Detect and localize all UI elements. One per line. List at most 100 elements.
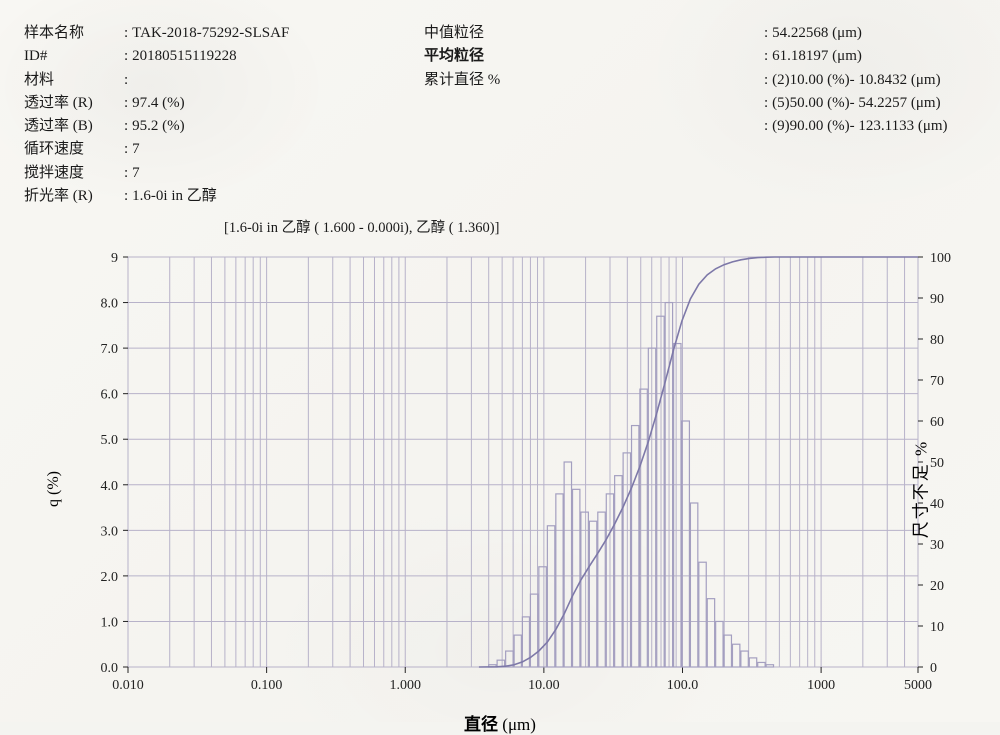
meta-label: 透过率 (B) <box>24 115 124 138</box>
meta-value: 97.4 (%) <box>132 95 185 111</box>
histogram-bar <box>657 316 664 667</box>
meta-value: (9)90.00 (%)- 123.1133 (μm) <box>772 118 947 134</box>
histogram-bar <box>766 665 773 667</box>
y-left-tick-label: 5.0 <box>101 433 119 448</box>
histogram-bar <box>732 644 739 667</box>
meta-colon: : <box>124 141 132 157</box>
meta-row: 样本名称:TAK-2018-75292-SLSAF <box>24 22 424 45</box>
meta-colon: : <box>124 165 132 181</box>
y-right-tick-label: 10 <box>930 620 944 635</box>
meta-label: 中值粒径 <box>424 22 514 45</box>
meta-value: 7 <box>132 165 140 181</box>
x-tick-label: 0.100 <box>251 678 282 693</box>
meta-row: :(5)50.00 (%)- 54.2257 (μm) <box>764 92 1000 115</box>
y-right-tick-label: 100 <box>930 251 951 266</box>
meta-row: :(2)10.00 (%)- 10.8432 (μm) <box>764 69 1000 92</box>
y-left-tick-label: 9 <box>111 251 118 266</box>
y-left-tick-label: 8.0 <box>101 297 119 312</box>
histogram-bar <box>581 512 588 667</box>
histogram-bar <box>741 651 748 667</box>
x-axis-label-unit: (μm) <box>498 715 536 734</box>
meta-value: (2)10.00 (%)- 10.8432 (μm) <box>772 72 940 88</box>
meta-row: 累计直径 % <box>424 69 764 92</box>
meta-row: :61.18197 (μm) <box>764 45 1000 68</box>
meta-value: 54.22568 (μm) <box>772 25 862 41</box>
y-right-tick-label: 0 <box>930 661 937 676</box>
report-page: { "meta": { "left": [ { "label": "样本名称",… <box>0 0 1000 722</box>
y-right-tick-label: 60 <box>930 415 944 430</box>
meta-label: 折光率 (R) <box>24 185 124 208</box>
y-left-tick-label: 7.0 <box>101 342 119 357</box>
meta-row: 搅拌速度:7 <box>24 162 424 185</box>
y-left-axis-title: q (%) <box>45 471 63 507</box>
meta-colon: : <box>764 25 772 41</box>
y-left-tick-label: 6.0 <box>101 388 119 403</box>
y-right-tick-label: 80 <box>930 333 944 348</box>
meta-label: 循环速度 <box>24 138 124 161</box>
histogram-bar <box>682 421 689 667</box>
histogram-bar <box>547 526 554 667</box>
histogram-bar <box>573 489 580 667</box>
meta-colon: : <box>124 95 132 111</box>
meta-row: :(9)90.00 (%)- 123.1133 (μm) <box>764 115 1000 138</box>
meta-colon: : <box>124 72 132 88</box>
meta-label: 透过率 (R) <box>24 92 124 115</box>
refractive-index-note: [1.6-0i in 乙醇 ( 1.600 - 0.000i), 乙醇 ( 1.… <box>24 216 976 237</box>
meta-colon: : <box>764 48 772 64</box>
meta-row: 中值粒径 <box>424 22 764 45</box>
y-right-tick-label: 20 <box>930 579 944 594</box>
y-right-tick-label: 30 <box>930 538 944 553</box>
histogram-bar <box>632 426 639 667</box>
meta-colon: : <box>124 48 132 64</box>
y-right-axis-title: 尺寸不足 % <box>906 440 931 538</box>
y-right-tick-label: 70 <box>930 374 944 389</box>
meta-colon: : <box>124 25 132 41</box>
y-left-tick-label: 4.0 <box>101 479 119 494</box>
histogram-bar <box>716 621 723 667</box>
meta-label: 材料 <box>24 69 124 92</box>
x-axis-title: 直径 (μm) <box>54 710 946 735</box>
meta-label: 搅拌速度 <box>24 162 124 185</box>
histogram-bar <box>615 476 622 667</box>
y-left-tick-label: 1.0 <box>101 615 119 630</box>
meta-row: 材料: <box>24 69 424 92</box>
metadata-panel: 样本名称:TAK-2018-75292-SLSAFID#:20180515119… <box>24 20 976 218</box>
histogram-bar <box>707 599 714 667</box>
meta-colon: : <box>764 72 772 88</box>
histogram-bar <box>539 567 547 667</box>
histogram-bar <box>758 662 765 667</box>
x-tick-label: 1.000 <box>389 678 421 693</box>
x-tick-label: 5000 <box>904 678 932 693</box>
meta-colon: : <box>124 118 132 134</box>
y-right-tick-label: 50 <box>930 456 944 471</box>
histogram-bar <box>699 562 706 667</box>
histogram-bar <box>690 503 697 667</box>
histogram-bar <box>674 344 681 667</box>
meta-row: :54.22568 (μm) <box>764 22 1000 45</box>
histogram-bar <box>598 512 605 667</box>
y-left-tick-label: 0.0 <box>101 661 119 676</box>
meta-value: 61.18197 (μm) <box>772 48 862 64</box>
meta-label: 样本名称 <box>24 22 124 45</box>
meta-value: (5)50.00 (%)- 54.2257 (μm) <box>772 95 940 111</box>
histogram-bar <box>589 521 596 667</box>
x-tick-label: 0.010 <box>112 678 144 693</box>
meta-right-col: :54.22568 (μm):61.18197 (μm):(2)10.00 (%… <box>764 22 1000 208</box>
histogram-bar <box>724 635 731 667</box>
meta-left-col: 样本名称:TAK-2018-75292-SLSAFID#:20180515119… <box>24 22 424 208</box>
meta-row: 平均粒径 <box>424 45 764 68</box>
meta-mid-col: 中值粒径平均粒径累计直径 % <box>424 22 764 208</box>
histogram-bar <box>564 462 571 667</box>
meta-row: 折光率 (R):1.6-0i in 乙醇 <box>24 185 424 208</box>
y-right-tick-label: 40 <box>930 497 944 512</box>
meta-row: ID#:20180515119228 <box>24 45 424 68</box>
meta-row: 透过率 (R):97.4 (%) <box>24 92 424 115</box>
meta-colon: : <box>764 95 772 111</box>
x-tick-label: 1000 <box>807 678 835 693</box>
y-left-tick-label: 3.0 <box>101 524 119 539</box>
chart-svg: 0.0100.1001.00010.00100.0100050000.01.02… <box>54 249 994 719</box>
histogram-bar <box>749 658 756 667</box>
meta-row: 循环速度:7 <box>24 138 424 161</box>
y-left-tick-label: 2.0 <box>101 570 119 585</box>
particle-size-chart: 0.0100.1001.00010.00100.0100050000.01.02… <box>54 249 946 729</box>
